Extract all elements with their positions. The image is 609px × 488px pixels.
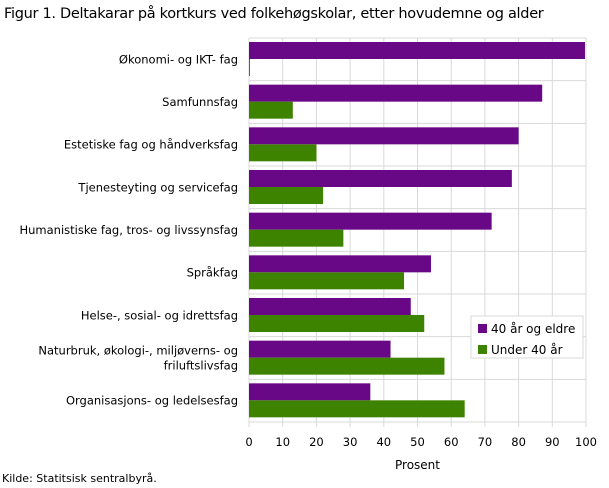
x-tick-label: 70 [478,435,493,449]
category-label: Språkfag [187,266,238,280]
category-label: Organisasjons- og ledelsesfag [66,394,238,408]
x-tick-label: 40 [376,435,391,449]
x-tick-label: 0 [245,435,252,449]
chart-title: Figur 1. Deltakarar på kortkurs ved folk… [4,6,544,22]
x-tick-label: 30 [343,435,358,449]
category-label: Humanistiske fag, tros- og livssynsfag [19,223,238,237]
legend-label: Under 40 år [491,343,563,357]
legend: 40 år og eldre Under 40 år [470,315,584,359]
bar-40-and-older [249,84,543,102]
bar-under-40 [249,59,251,76]
x-tick-label: 90 [545,435,560,449]
bar-under-40 [249,357,445,375]
legend-swatch [478,324,487,333]
x-tick-label: 10 [275,435,290,449]
x-tick-label: 50 [410,435,425,449]
bar-40-and-older [249,42,585,59]
bar-under-40 [249,315,425,332]
legend-box [470,315,584,359]
legend-label: 40 år og eldre [491,322,575,336]
bar-40-and-older [249,340,391,358]
category-label: Naturbruk, økologi-, miljøverns- og [38,344,238,358]
category-label: Helse-, sosial- og idrettsfag [81,308,238,322]
category-label: Samfunnsfag [162,95,238,109]
x-axis-label: Prosent [395,458,440,472]
bar-under-40 [249,144,317,162]
bar-40-and-older [249,298,411,315]
bar-under-40 [249,272,405,290]
x-tick-label: 100 [575,435,597,449]
bar-under-40 [249,187,324,204]
bar-under-40 [249,229,344,247]
legend-swatch [478,345,487,354]
bar-40-and-older [249,255,431,273]
source-note: Kilde: Statitsisk sentralbyrå. [2,472,157,485]
bar-40-and-older [249,383,371,401]
category-label: Økonomi- og IKT- fag [119,52,238,66]
x-tick-label: 80 [511,435,526,449]
bar-40-and-older [249,127,519,145]
category-label: Tjenesteyting og servicefag [77,180,238,194]
bar-under-40 [249,400,465,418]
category-label: Estetiske fag og håndverksfag [64,138,238,152]
x-tick-label: 60 [444,435,459,449]
bar-under-40 [249,101,293,119]
bar-40-and-older [249,170,512,187]
category-label: friluftslivsfag [164,359,238,373]
x-tick-label: 20 [309,435,324,449]
bar-40-and-older [249,212,492,230]
